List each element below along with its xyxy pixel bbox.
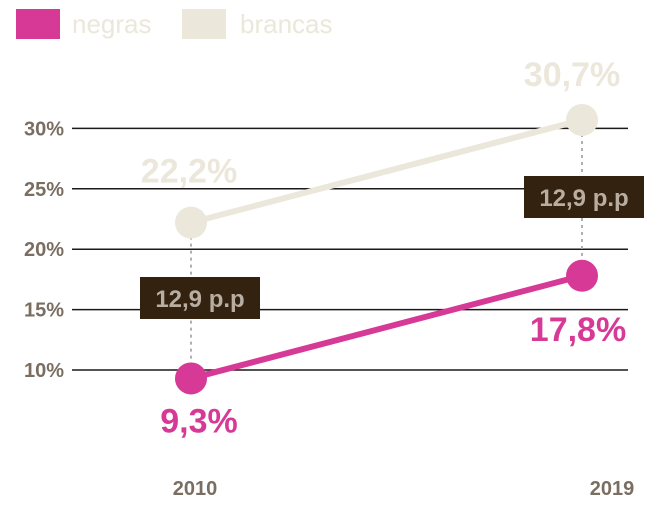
point-negras-2019	[566, 259, 598, 292]
y-tick-20: 20%	[24, 239, 64, 261]
y-tick-10: 10%	[24, 360, 64, 382]
series-line-brancas	[190, 117, 583, 226]
y-tick-30: 30%	[24, 118, 64, 140]
data-label-brancas-2019: 30,7%	[524, 56, 620, 94]
gap-annotation-2019: 12,9 p.p	[524, 176, 644, 218]
y-axis-ticks: 10% 15% 20% 25% 30%	[24, 118, 64, 382]
gap-box-2010	[140, 277, 260, 319]
y-tick-15: 15%	[24, 300, 64, 322]
legend-swatch-brancas	[182, 9, 226, 39]
legend-label-negras: negras	[72, 9, 152, 39]
gap-annotation-2010: 12,9 p.p	[140, 277, 260, 319]
x-tick-2019: 2019	[590, 478, 635, 500]
point-brancas-2010	[175, 206, 207, 239]
gap-label-2010: 12,9 p.p	[155, 286, 244, 313]
legend: negras brancas	[16, 9, 333, 39]
data-label-negras-2019: 17,8%	[530, 311, 626, 349]
gap-box-2019	[524, 176, 644, 218]
gap-label-2019: 12,9 p.p	[539, 185, 628, 212]
series-line-negras	[190, 272, 583, 382]
data-label-brancas-2010: 22,2%	[141, 153, 237, 191]
legend-swatch-negras	[16, 9, 60, 39]
x-tick-2010: 2010	[173, 478, 218, 500]
data-label-negras-2010: 9,3%	[160, 402, 238, 440]
y-tick-25: 25%	[24, 179, 64, 201]
legend-label-brancas: brancas	[240, 9, 333, 39]
point-negras-2010	[175, 362, 207, 395]
point-brancas-2019	[566, 103, 598, 136]
